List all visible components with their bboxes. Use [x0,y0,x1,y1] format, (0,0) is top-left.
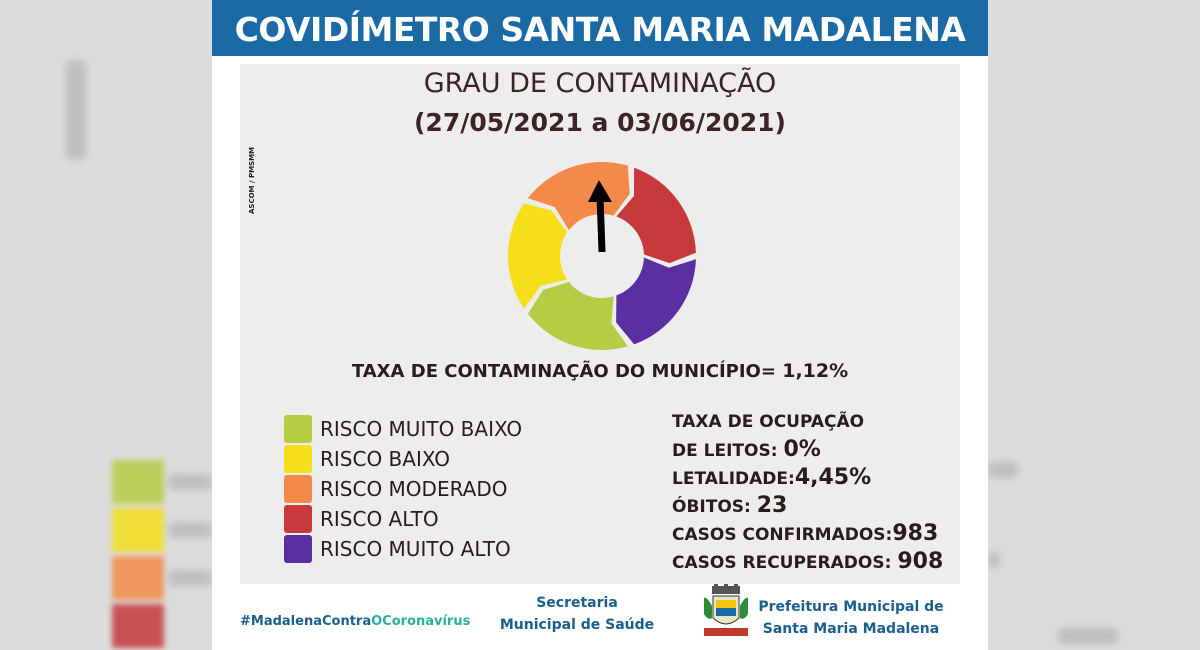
background-right [988,0,1200,650]
gauge-segment [616,167,696,264]
legend-label: RISCO MODERADO [320,477,508,501]
confirmed-row: CASOS CONFIRMADOS:983 [672,520,943,548]
legend-swatch [284,415,312,443]
deaths-label: ÓBITOS: [672,497,751,517]
occupancy-label: DE LEITOS: [672,441,778,461]
period-label: (27/05/2021 a 03/06/2021) [414,108,786,137]
secretaria-line-1: Secretaria [536,595,618,611]
secretaria-line-2: Municipal de Saúde [499,617,655,633]
stats-block: TAXA DE OCUPAÇÃO DE LEITOS: 0% LETALIDAD… [672,408,943,576]
contamination-rate: TAXA DE CONTAMINAÇÃO DO MUNICÍPIO= 1,12% [240,360,960,382]
blurred-text [168,522,212,538]
legend-swatch [284,445,312,473]
legend-item: RISCO MUITO ALTO [284,534,522,564]
rate-label: TAXA DE CONTAMINAÇÃO DO MUNICÍPIO= [351,361,776,382]
page-title: COVIDÍMETRO SANTA MARIA MADALENA [212,0,988,56]
gauge-segment [527,162,630,231]
legend-swatch [284,475,312,503]
rate-value: 1,12% [782,360,849,382]
blurred-text [66,60,86,160]
poster: COVIDÍMETRO SANTA MARIA MADALENA GRAU DE… [212,0,988,650]
footer: #MadalenaContraOCoronavírus Secretaria M… [212,584,988,650]
blurred-text [168,474,212,490]
legend-label: RISCO MUITO ALTO [320,537,511,561]
confirmed-label: CASOS CONFIRMADOS: [672,525,893,545]
secretaria-label: Secretaria Municipal de Saúde [482,592,672,636]
municipal-crest-icon [704,584,748,636]
legend-label: RISCO MUITO BAIXO [320,417,523,441]
legend-label: RISCO BAIXO [320,447,451,471]
hashtag-part-b: OCoronavírus [371,614,471,629]
panel-title: GRAU DE CONTAMINAÇÃO [423,68,777,99]
risk-legend: RISCO MUITO BAIXO RISCO BAIXO RISCO MODE… [284,414,522,564]
blurred-swatch [112,508,164,552]
legend-label: RISCO ALTO [320,507,439,531]
confirmed-value: 983 [892,521,939,546]
occupancy-value: 0% [783,437,821,462]
blurred-text [1058,628,1118,644]
gauge-segment [527,281,628,350]
occupancy-row: DE LEITOS: 0% [672,436,943,464]
blurred-text [168,570,212,586]
legend-item: RISCO MUITO BAIXO [284,414,522,444]
legend-swatch [284,505,312,533]
recovered-row: CASOS RECUPERADOS: 908 [672,548,943,576]
lethality-label: LETALIDADE: [672,469,795,489]
gauge-segments [508,162,696,350]
gauge-segment [508,203,568,309]
gauge-segment [616,257,696,345]
blurred-swatch [112,556,164,600]
prefeitura-line-1: Prefeitura Municipal de [758,599,944,615]
occupancy-title: TAXA DE OCUPAÇÃO [672,412,865,432]
info-panel: GRAU DE CONTAMINAÇÃO (27/05/2021 a 03/06… [240,64,960,584]
recovered-value: 908 [897,549,944,574]
lethality-value: 4,45% [794,465,872,490]
hashtag: #MadalenaContraOCoronavírus [240,614,470,629]
gauge-pointer-icon [588,180,612,253]
risk-gauge [508,162,696,350]
blurred-swatch [112,460,164,504]
legend-item: RISCO MODERADO [284,474,522,504]
lethality-row: LETALIDADE:4,45% [672,464,943,492]
hashtag-part-a: #MadalenaContra [240,614,372,629]
prefeitura-label: Prefeitura Municipal de Santa Maria Mada… [756,596,946,640]
legend-item: RISCO ALTO [284,504,522,534]
recovered-label: CASOS RECUPERADOS: [672,553,892,573]
deaths-value: 23 [756,493,788,518]
blurred-swatch [112,604,164,648]
legend-item: RISCO BAIXO [284,444,522,474]
background-left [0,0,212,650]
blurred-text [988,462,1018,478]
prefeitura-line-2: Santa Maria Madalena [762,621,940,637]
credit-label: ASCOM / PMSMM [248,146,256,214]
blurred-text [988,552,1000,568]
legend-swatch [284,535,312,563]
deaths-row: ÓBITOS: 23 [672,492,943,520]
